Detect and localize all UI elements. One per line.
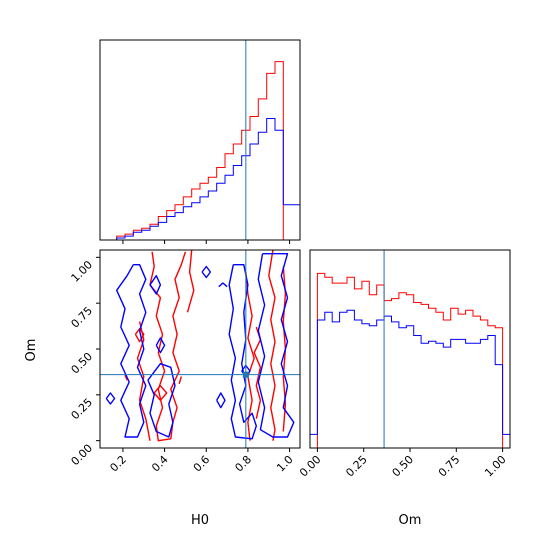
hist-om-xaxis-tick-label-4: 1.00 (482, 453, 509, 480)
blue-contour-6 (218, 282, 228, 288)
red-contour-5 (245, 271, 255, 441)
hist-om-blue-series (309, 309, 511, 448)
blue-contour-4 (155, 337, 166, 354)
scatter-xaxis-tick-label-0: 0.2 (107, 453, 129, 475)
hist-om-frame (309, 249, 511, 449)
scatter-xaxis-tick-label-2: 0.6 (191, 453, 213, 475)
red-contour-0 (149, 251, 187, 442)
red-contour-9 (134, 328, 145, 343)
x-axis-label-h0: H0 (191, 513, 209, 528)
scatter-yaxis-tick-label-4: 1.00 (69, 258, 96, 285)
red-contour-1 (136, 321, 151, 441)
scatter-yaxis-tick-label-2: 0.50 (69, 350, 96, 377)
scatter-yaxis-tick-label-0: 0.00 (69, 442, 96, 469)
red-contour-10 (153, 385, 168, 401)
blue-contour-1 (149, 275, 162, 295)
blue-contour-3 (105, 392, 116, 405)
blue-contour-0 (116, 264, 147, 438)
hist-h0-blue-series (100, 118, 301, 241)
hist-h0-red-series (100, 61, 300, 241)
scatter-xaxis-tick-label-4: 1.0 (274, 453, 296, 475)
scatter-xaxis-tick-label-1: 0.4 (149, 453, 171, 475)
blue-contour-7 (228, 264, 257, 440)
red-contour-3 (268, 250, 276, 441)
blue-contour-5 (201, 265, 212, 279)
scatter-xaxis-tick-label-3: 0.8 (232, 453, 254, 475)
blue-contour-8 (216, 392, 226, 409)
red-contour-6 (253, 326, 262, 419)
scatter-contours (105, 250, 295, 442)
hist-h0-panel (99, 39, 301, 244)
blue-contour-9 (257, 253, 295, 438)
hist-om-xaxis-tick-label-2: 0.50 (390, 453, 417, 480)
hist-om-xaxis-tick-label-0: 0.00 (297, 453, 324, 480)
hist-om-red-series (310, 272, 510, 449)
truth-marker (242, 371, 249, 378)
hist-om-xaxis-tick-label-3: 0.75 (436, 453, 463, 480)
red-contour-2 (186, 250, 195, 313)
scatter-panel: 0.2 0.4 0.6 0.8 1.0 0.00 0.25 0.50 0.75 1.00 (69, 249, 301, 475)
red-contour-7 (124, 374, 128, 381)
red-contour-8 (178, 376, 182, 384)
scatter-yaxis-tick-label-3: 0.75 (69, 304, 96, 331)
hist-om-panel: 0.00 0.25 0.50 0.75 1.00 (297, 249, 511, 480)
y-axis-label-om: Om (24, 339, 39, 362)
scatter-yaxis-tick-label-1: 0.25 (69, 396, 96, 423)
x-axis-label-om: Om (399, 513, 422, 528)
hist-om-xaxis-tick-label-1: 0.25 (343, 453, 370, 480)
blue-contour-2 (147, 363, 176, 438)
hist-h0-frame (99, 39, 301, 241)
